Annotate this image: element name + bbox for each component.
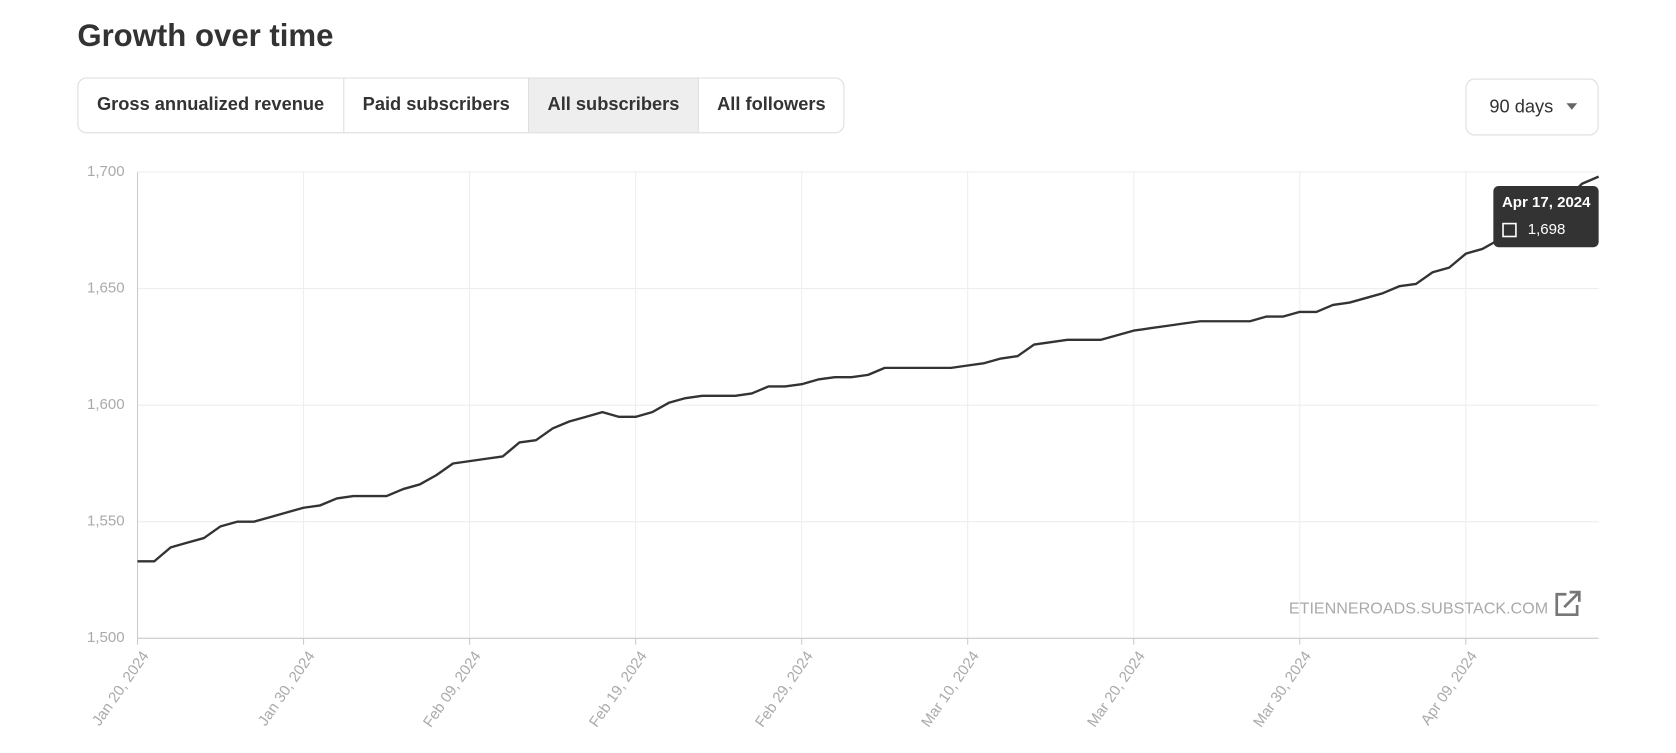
y-tick-label: 1,500 (87, 629, 125, 646)
watermark: ETIENNEROADS.SUBSTACK.COM (1289, 600, 1548, 618)
chart: 1,500 1,550 1,600 1,650 1,700 Jan 20, 2024 Jan… (87, 163, 1600, 730)
x-tick-label: Mar 10, 2024 (918, 648, 983, 730)
dropdown-box (1465, 78, 1599, 136)
data-line (137, 175, 1600, 563)
x-tick-label: Mar 30, 2024 (1250, 648, 1315, 730)
tab-label: Gross annualized revenue (97, 93, 324, 114)
y-tick-label: 1,700 (87, 163, 125, 180)
x-tick-label: Jan 30, 2024 (255, 648, 319, 729)
dropdown-caret (1566, 103, 1578, 110)
tooltip-swatch (1502, 222, 1517, 238)
tooltip-value: 1,698 (1528, 221, 1566, 238)
external-link-icon[interactable] (1555, 590, 1581, 616)
tab-label: Paid subscribers (363, 93, 510, 114)
x-tick-label: Jan 20, 2024 (89, 648, 153, 729)
tab-label: All subscribers (548, 93, 680, 114)
tab-selected-bg (529, 78, 698, 133)
page-title: Growth over time (77, 18, 333, 53)
tab[interactable]: All followers (697, 78, 826, 133)
icon-arrow (1563, 590, 1581, 609)
tooltip-box (1493, 185, 1599, 248)
tooltip-title: Apr 17, 2024 (1502, 194, 1591, 211)
tab[interactable]: Paid subscribers (343, 78, 510, 133)
dropdown-label: 90 days (1489, 95, 1553, 116)
y-tick-label: 1,600 (87, 396, 125, 413)
y-tick-label: 1,650 (87, 280, 125, 297)
y-tick-label: 1,550 (87, 513, 125, 530)
x-tick-label: Feb 19, 2024 (586, 648, 651, 730)
x-tick-label: Apr 09, 2024 (1418, 648, 1481, 728)
icon-box (1555, 592, 1579, 616)
tooltip: Apr 17, 2024 1,698 (1493, 185, 1599, 248)
range-dropdown[interactable]: 90 days (1465, 78, 1599, 136)
tab[interactable]: Gross annualized revenue (97, 93, 324, 114)
tab-label: All followers (717, 93, 826, 114)
x-tick-label: Feb 09, 2024 (420, 648, 485, 730)
x-tick-label: Mar 20, 2024 (1084, 648, 1149, 730)
tab[interactable]: All subscribers (528, 78, 698, 133)
x-tick-label: Feb 29, 2024 (752, 648, 817, 730)
